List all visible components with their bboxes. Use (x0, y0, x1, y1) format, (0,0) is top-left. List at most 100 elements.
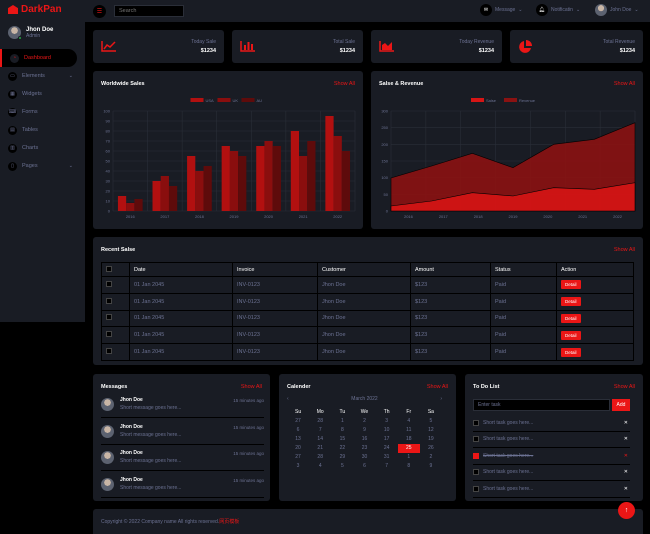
show-all-link[interactable]: Show All (613, 384, 635, 390)
sidebar-item-charts[interactable]: ▥ Charts (0, 139, 85, 157)
calendar-day[interactable]: 21 (317, 445, 323, 451)
calendar-day[interactable]: 1 (340, 418, 344, 424)
message-item[interactable]: Jhon Doe 15 minutes ago Short message goes… (101, 445, 264, 471)
todo-item[interactable]: Short task goes here... ✕ (473, 415, 630, 432)
calendar-day[interactable]: 2 (429, 454, 433, 460)
close-icon[interactable]: ✕ (623, 469, 628, 476)
calendar-day[interactable]: 14 (317, 436, 323, 442)
calendar-day[interactable]: 28 (317, 454, 323, 460)
calendar-day[interactable]: 23 (361, 445, 368, 451)
add-task-button[interactable]: Add (612, 399, 630, 411)
detail-button[interactable]: Detail (561, 297, 581, 307)
calendar-day[interactable]: 15 (339, 436, 346, 442)
footer-link[interactable]: 网页模板 (219, 519, 240, 525)
detail-button[interactable]: Detail (561, 280, 581, 290)
calendar-day[interactable]: 5 (429, 418, 433, 424)
todo-checkbox[interactable] (473, 419, 479, 426)
calendar-day[interactable]: 31 (383, 454, 390, 460)
close-icon[interactable]: ✕ (623, 419, 628, 426)
calendar-day[interactable]: 26 (428, 445, 434, 451)
chevron-left-icon[interactable]: ‹ (287, 396, 289, 402)
calendar-day[interactable]: 6 (363, 463, 366, 469)
detail-button[interactable]: Detail (561, 347, 581, 357)
table-cell[interactable]: Detail (556, 276, 634, 294)
calendar-day[interactable]: 20 (295, 445, 301, 451)
message-item[interactable]: Jhon Doe 15 minutes ago Short message goes… (101, 472, 264, 498)
todo-checkbox[interactable] (473, 436, 479, 443)
search-input[interactable] (114, 5, 184, 17)
close-icon[interactable]: ✕ (623, 485, 628, 492)
calendar-day[interactable]: 9 (363, 427, 366, 433)
calendar-day[interactable]: 3 (385, 418, 389, 424)
calendar-day[interactable]: 8 (340, 427, 344, 433)
calendar-day[interactable]: 13 (295, 436, 301, 442)
table-cell[interactable]: Detail (556, 343, 634, 361)
detail-button[interactable]: Detail (561, 330, 581, 340)
message-item[interactable]: Jhon Doe 15 minutes ago Short message goes… (101, 419, 264, 445)
sidebar-item-forms[interactable]: ⌨ Forms (0, 103, 85, 121)
todo-input[interactable]: Enter task (473, 399, 610, 411)
sidebar-item-pages[interactable]: ▯ Pages ⌄ (0, 157, 85, 175)
table-cell[interactable]: Detail (556, 326, 634, 345)
show-all-link[interactable]: Show All (426, 384, 448, 390)
calendar-day[interactable]: 12 (428, 427, 434, 433)
row-checkbox[interactable] (106, 348, 112, 355)
calendar-day[interactable]: 24 (383, 445, 390, 451)
brand-logo[interactable]: DarkPan (8, 4, 62, 15)
show-all-link[interactable]: Show All (240, 384, 262, 390)
show-all-link[interactable]: Show All (613, 81, 635, 87)
calendar-day[interactable]: 6 (296, 427, 300, 433)
todo-checkbox[interactable] (473, 452, 479, 459)
row-checkbox[interactable] (106, 331, 112, 338)
calendar-day[interactable]: 10 (383, 427, 390, 433)
calendar-day[interactable]: 7 (318, 427, 322, 433)
todo-item[interactable]: Short task goes here... ✕ (473, 481, 630, 498)
calendar-day[interactable]: 4 (318, 463, 322, 469)
sidebar-item-dashboard[interactable]: ◔ Dashboard (0, 49, 77, 67)
calendar-day[interactable]: 29 (339, 454, 346, 460)
calendar-day[interactable]: 2 (363, 418, 366, 424)
row-checkbox[interactable] (106, 297, 112, 304)
message-item[interactable]: Jhon Doe 15 minutes ago Short message goes… (101, 392, 264, 418)
calendar-day[interactable]: 9 (429, 463, 433, 469)
sidebar-item-widgets[interactable]: ▦ Widgets (0, 85, 85, 103)
calendar-day[interactable]: 30 (361, 454, 368, 460)
show-all-link[interactable]: Show All (333, 81, 355, 87)
detail-button[interactable]: Detail (561, 313, 581, 323)
calendar-day[interactable]: 25 (397, 444, 420, 453)
calendar-day[interactable]: 7 (385, 463, 389, 469)
todo-checkbox[interactable] (473, 469, 479, 476)
sidebar-toggle-button[interactable]: ☰ (93, 5, 106, 18)
message-dropdown[interactable]: ✉ Message ⌄ (480, 4, 523, 16)
calendar-day[interactable]: 3 (296, 463, 300, 469)
close-icon[interactable]: ✕ (623, 452, 628, 459)
calendar-day[interactable]: 17 (383, 436, 390, 442)
close-icon[interactable]: ✕ (623, 436, 628, 443)
todo-item[interactable]: Short task goes here... ✕ (473, 448, 630, 465)
sidebar-item-tables[interactable]: ▤ Tables (0, 121, 85, 139)
chevron-right-icon[interactable]: › (440, 396, 442, 402)
row-checkbox[interactable] (106, 280, 112, 287)
notification-dropdown[interactable]: 🔔︎ Notificatin ⌄ (536, 4, 580, 16)
table-cell[interactable]: Detail (556, 292, 634, 311)
row-checkbox[interactable] (106, 314, 112, 321)
show-all-link[interactable]: Show All (613, 247, 635, 253)
calendar-day[interactable]: 18 (405, 436, 412, 442)
calendar-day[interactable]: 11 (406, 427, 412, 433)
calendar-day[interactable]: 27 (295, 418, 301, 424)
calendar-day[interactable]: 4 (407, 418, 411, 424)
table-cell[interactable]: Detail (556, 309, 634, 328)
calendar-day[interactable]: 16 (361, 436, 368, 442)
select-all-checkbox[interactable] (106, 265, 112, 272)
back-to-top-button[interactable]: ↑ (618, 502, 635, 519)
user-dropdown[interactable]: John Doe ⌄ (595, 4, 639, 16)
calendar-day[interactable]: 27 (295, 454, 301, 460)
calendar-day[interactable]: 8 (407, 463, 411, 469)
calendar-day[interactable]: 5 (340, 463, 344, 469)
todo-item[interactable]: Short task goes here... ✕ (473, 465, 630, 481)
sidebar-item-elements[interactable]: ▭ Elements ⌄ (0, 67, 85, 85)
calendar-day[interactable]: 28 (317, 418, 323, 424)
todo-checkbox[interactable] (473, 485, 479, 492)
calendar-day[interactable]: 22 (339, 445, 346, 451)
calendar-day[interactable]: 1 (407, 454, 411, 460)
